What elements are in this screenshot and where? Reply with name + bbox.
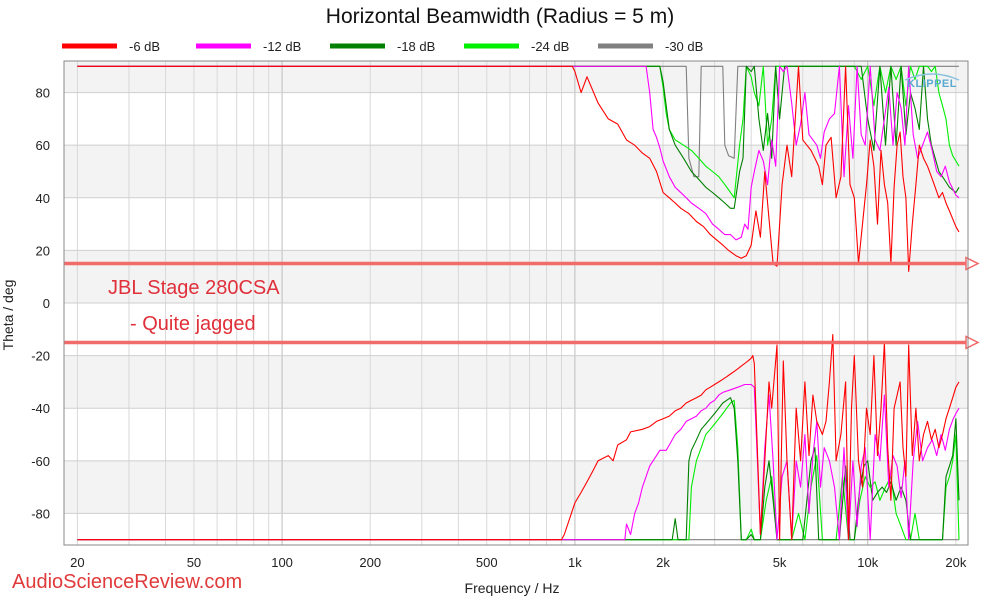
x-axis-label: Frequency / Hz (465, 580, 560, 596)
y-tick-labels: 80 60 40 20 0 -20 -40 -60 -80 (31, 86, 50, 522)
series-line-30dbdb-upper (77, 65, 959, 178)
x-tick-label: 5k (773, 555, 787, 570)
plot-band (64, 250, 968, 303)
legend-label: -18 dB (397, 39, 435, 54)
y-tick-label: 0 (43, 296, 50, 311)
y-tick-label: -60 (31, 454, 50, 469)
x-tick-label: 100 (271, 555, 293, 570)
series-line-6dbdb-upper (77, 65, 960, 272)
y-tick-label: -20 (31, 349, 50, 364)
annotation-model-name: JBL Stage 280CSA (108, 277, 280, 299)
plot-band (64, 460, 968, 514)
x-tick-label: 1k (568, 555, 582, 570)
klippel-logo-arc (904, 73, 960, 81)
grid (64, 61, 968, 545)
reference-lines (64, 256, 980, 350)
legend-label: -24 dB (531, 39, 569, 54)
legend-label: -6 dB (129, 39, 160, 54)
plot-band (64, 61, 968, 93)
x-tick-label: 10k (857, 555, 878, 570)
series-line-6dbdb-lower (77, 334, 960, 541)
reference-arrow (965, 256, 980, 271)
plot-frame (63, 60, 969, 546)
legend-label: -30 dB (665, 39, 703, 54)
y-tick-label: 80 (36, 86, 50, 101)
y-tick-label: 20 (36, 243, 50, 258)
series-line-12dbdb-upper (77, 65, 960, 241)
klippel-logo: KLIPPEL (907, 78, 957, 90)
x-tick-label: 500 (476, 555, 498, 570)
x-tick-labels: 20 50 100 200 500 1k 2k 5k 10k 20k (70, 555, 967, 570)
series-line-18dbdb-lower (77, 397, 960, 541)
plot-band (64, 408, 968, 461)
plot-band (64, 197, 968, 251)
x-tick-label: 2k (656, 555, 670, 570)
plot-band (64, 145, 968, 198)
x-tick-label: 50 (187, 555, 201, 570)
x-tick-label: 20k (945, 555, 966, 570)
legend-label: -12 dB (263, 39, 301, 54)
annotation-comment: - Quite jagged (130, 313, 256, 335)
reference-arrow (965, 335, 980, 350)
watermark: AudioScienceReview.com (12, 571, 242, 593)
legend: -6 dB -12 dB -18 dB -24 dB -30 dB (62, 39, 703, 54)
y-axis-label: Theta / deg (0, 280, 16, 351)
chart-title: Horizontal Beamwidth (Radius = 5 m) (326, 5, 674, 28)
y-tick-label: -40 (31, 401, 50, 416)
y-tick-label: 40 (36, 191, 50, 206)
x-tick-label: 200 (359, 555, 381, 570)
plot-band (64, 355, 968, 409)
x-tick-label: 20 (70, 555, 84, 570)
y-tick-label: -80 (31, 506, 50, 521)
plot-band (64, 303, 968, 356)
plot-band (64, 92, 968, 146)
y-tick-label: 60 (36, 138, 50, 153)
plot-band (64, 513, 968, 545)
